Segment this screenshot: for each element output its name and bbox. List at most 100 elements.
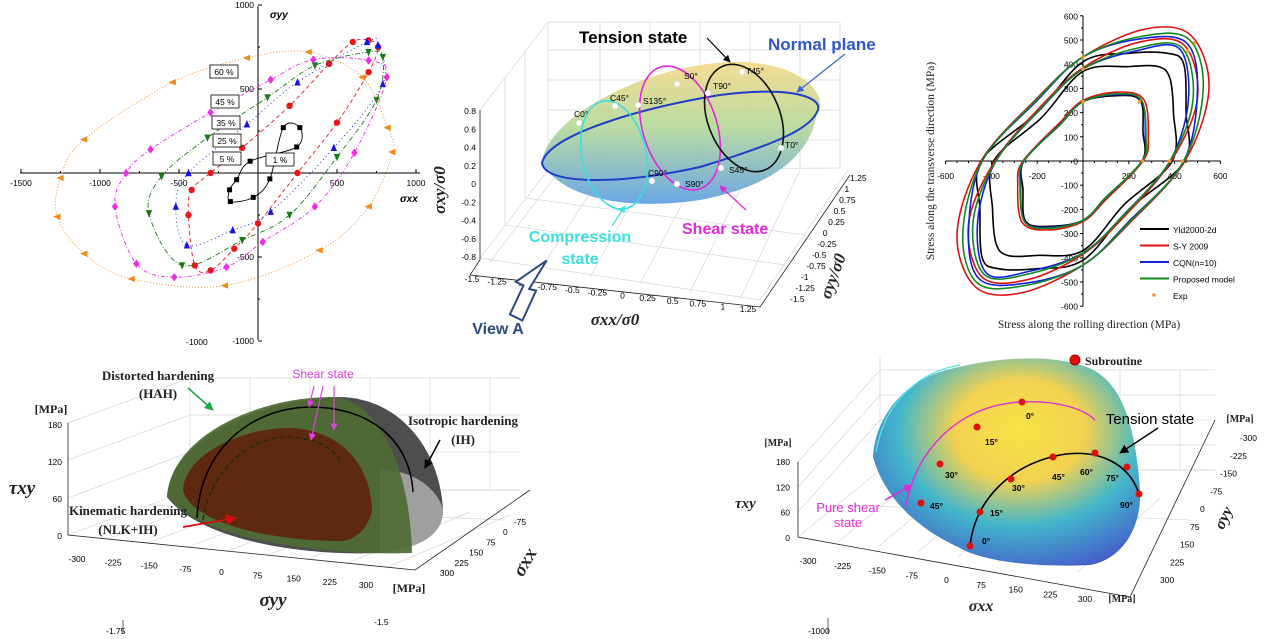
z-tick-label: 0 [785, 533, 790, 543]
tension-angle-label: 45° [1052, 472, 1065, 482]
data-point [133, 259, 140, 268]
tension-arrow [1119, 427, 1159, 454]
y-tick-label: 225 [455, 558, 469, 568]
z-tick-label: 0.4 [464, 143, 476, 153]
x-tick-label: -200 [1029, 171, 1046, 181]
data-point [234, 177, 240, 183]
x-tick-label: -150 [869, 566, 886, 576]
data-point [267, 207, 274, 215]
data-point [183, 241, 191, 249]
x-tick-label: -300 [68, 554, 85, 564]
y-tick-label: -400 [1061, 253, 1078, 263]
z-tick-label: -0.8 [461, 252, 476, 262]
subroutine-point [976, 508, 984, 516]
series-label: 5 % [220, 154, 235, 164]
x-axis-label: σxx [969, 598, 994, 615]
stray-label: -1000 [808, 626, 830, 636]
pure-shear-arrow [884, 484, 913, 501]
y-tick-label: 500 [1064, 36, 1078, 46]
tension-angle-label: 90° [1120, 500, 1133, 510]
series-label: 45 % [215, 97, 235, 107]
kinematic-hardening-surface [183, 428, 372, 542]
exp-point [1180, 159, 1184, 163]
z-tick-label: 60 [53, 494, 63, 504]
data-point [297, 125, 303, 131]
y-tick-label: 300 [440, 568, 454, 578]
data-point [243, 120, 251, 128]
y-tick-label: 150 [469, 548, 483, 558]
data-point [280, 125, 286, 131]
data-point [267, 75, 274, 84]
y-tick-label: 100 [1064, 132, 1078, 142]
y-tick-label: -0.75 [806, 261, 826, 271]
data-point [53, 213, 61, 220]
data-point [227, 199, 233, 205]
state-point-label: T0° [785, 140, 798, 150]
shear-angle-label: 30° [945, 470, 958, 480]
legend-label: Yld2000-2d [1173, 225, 1217, 235]
y-unit-label: [MPa] [1226, 414, 1253, 425]
y-tick-label: 150 [1180, 540, 1194, 550]
x-unit-label: [MPa] [1108, 594, 1135, 605]
x-tick-label: -150 [141, 561, 158, 571]
yield-surface [873, 358, 1141, 566]
x-tick-label: -75 [179, 564, 192, 574]
data-point [80, 250, 88, 257]
series-label-box [210, 94, 240, 109]
data-point [185, 168, 192, 177]
x-tick-label: 225 [323, 577, 337, 587]
data-point [56, 174, 64, 182]
y-tick-label: 300 [1160, 575, 1174, 585]
subroutine-point [966, 542, 974, 550]
state-point-label: S90° [685, 179, 704, 189]
data-point [333, 153, 341, 162]
state-point [777, 144, 785, 152]
x-tick-label: 1 [721, 301, 726, 311]
y-tick-label: 75 [486, 537, 496, 547]
subroutine-point [917, 499, 925, 507]
y-tick-label: 300 [1064, 84, 1078, 94]
x-tick-label: 150 [1009, 585, 1023, 595]
data-point [267, 176, 273, 182]
exp-point [1186, 49, 1190, 53]
z-tick-label: 180 [48, 420, 62, 430]
tension-angle-label: 75° [1106, 473, 1119, 483]
normal-plane-arrow [796, 53, 846, 93]
x-tick-label: 300 [1078, 594, 1092, 604]
series-curve [175, 38, 387, 247]
data-point [379, 53, 387, 62]
data-point [383, 73, 390, 82]
kinematic-arrow [182, 514, 238, 528]
view-a-label: View A [472, 321, 524, 338]
axis-ticks: 0.80.60.40.20-0.2-0.4-0.6-0.8-1.5-1.25-1… [461, 106, 866, 314]
x-tick-label: 0.25 [639, 293, 656, 303]
state-point-label: T45° [746, 66, 764, 76]
series-curve [54, 50, 395, 288]
series-labels: 1 % 5 % 25 % 35 % 45 % 60 % [209, 64, 295, 167]
subroutine-point [973, 423, 981, 431]
panel-normalized-yield-surface: T45° S0° T90° C45° S135° C0° T0° C90° S45° S90° 0… [430, 21, 876, 338]
data-point [304, 48, 312, 56]
data-point [358, 74, 366, 81]
data-point [111, 202, 119, 211]
subroutine-points: 0° 15° 30° 45° 0° 15° 30° 45° 60° 75° 90° [917, 398, 1143, 550]
pure-shear-label-1: Pure shear [816, 500, 880, 515]
data-point [373, 96, 380, 105]
y-axis-label: Stress along the transverse direction (M… [925, 62, 937, 260]
state-point [575, 119, 583, 127]
data-point [383, 124, 391, 131]
shear-arrow-2 [308, 385, 324, 441]
state-point [673, 80, 681, 88]
stray-label: -1.75 [106, 626, 126, 636]
state-point [634, 101, 642, 109]
y-tick-label: -75 [514, 517, 527, 527]
x-axis-label: Stress along the rolling direction (MPa) [998, 319, 1181, 331]
legend-label: Exp [1173, 291, 1188, 301]
shear-state-label: Shear state [292, 367, 354, 381]
x-tick-label: 75 [976, 580, 986, 590]
stray-label: -1000 [186, 337, 208, 347]
x-axis-label: σxx [400, 194, 418, 205]
state-point-label: C90° [648, 168, 667, 178]
data-point [351, 148, 358, 158]
data-point [286, 102, 293, 110]
